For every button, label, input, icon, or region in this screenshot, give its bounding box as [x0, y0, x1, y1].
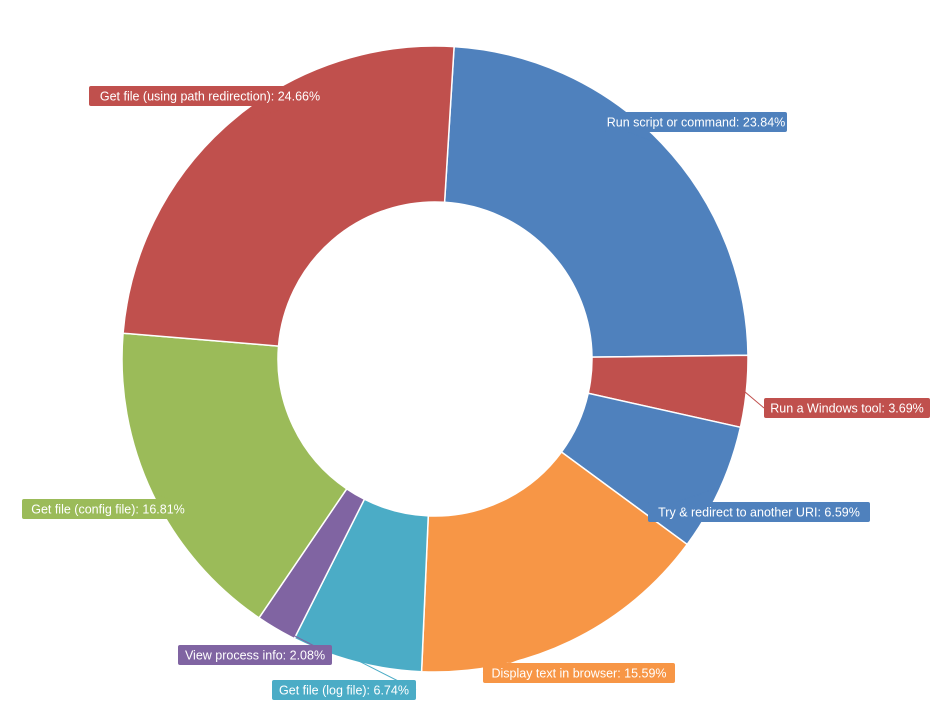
labels-group: Run script or command: 23.84% Run a Windo… [22, 86, 930, 700]
data-label-box [764, 398, 930, 418]
data-label-box [89, 86, 331, 106]
data-label: Get file (using path redirection): 24.66… [100, 90, 320, 104]
donut-slice[interactable] [443, 45, 749, 358]
data-label: Run a Windows tool: 3.69% [770, 402, 924, 416]
leader-line [743, 390, 765, 409]
donut-slice[interactable] [420, 450, 689, 673]
data-label-box [648, 502, 870, 522]
data-label: Get file (log file): 6.74% [279, 684, 409, 698]
data-label: View process info: 2.08% [185, 649, 325, 663]
data-label-box [272, 680, 416, 700]
data-label-box [483, 663, 675, 683]
data-label: Get file (config file): 16.81% [31, 503, 185, 517]
data-label: Display text in browser: 15.59% [491, 667, 666, 681]
data-label: Try & redirect to another URI: 6.59% [658, 506, 860, 520]
data-label-box [22, 499, 194, 519]
slices-group [121, 45, 749, 673]
donut-slice[interactable] [121, 332, 348, 619]
data-label-box [605, 112, 787, 132]
data-label-box [178, 645, 332, 665]
donut-slice[interactable] [122, 45, 455, 347]
data-label: Run script or command: 23.84% [607, 116, 786, 130]
